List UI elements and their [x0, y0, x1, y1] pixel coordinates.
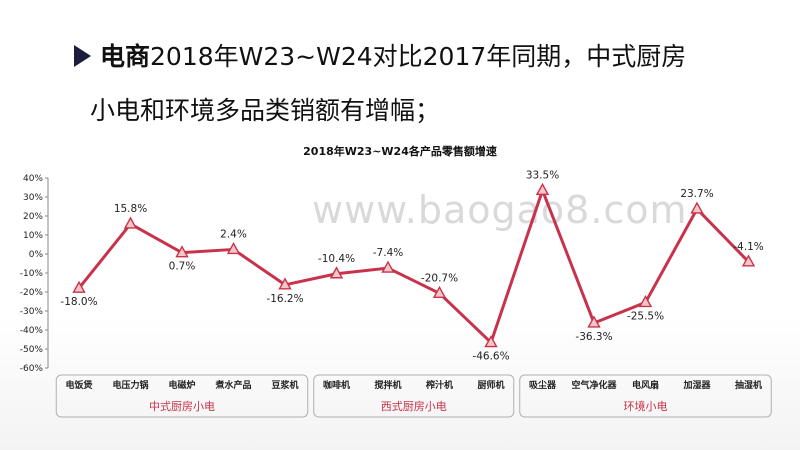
x-category-label: 电饭煲 — [65, 379, 93, 391]
x-category-label: 豆浆机 — [271, 379, 298, 391]
x-category-label: 咖啡机 — [323, 379, 350, 391]
data-point-marker — [432, 285, 447, 299]
category-group-label: 环境小电 — [624, 399, 668, 413]
data-label: -7.4% — [373, 247, 403, 259]
x-category-label: 榨汁机 — [425, 379, 453, 391]
category-group-label: 西式厨房小电 — [381, 400, 447, 413]
category-group-box — [313, 374, 515, 418]
y-tick-label: -20% — [20, 288, 44, 298]
slide-heading: 电商2018年W23~W24对比2017年同期，中式厨房 小电和环境多品类销额有… — [74, 30, 784, 138]
category-group-label: 中式厨房小电 — [149, 400, 215, 413]
y-tick-label: -60% — [20, 364, 44, 374]
data-point-marker — [123, 216, 138, 229]
y-tick-label: 10% — [23, 231, 43, 241]
data-label: -25.5% — [627, 310, 664, 322]
x-category-label: 煮水产品 — [214, 379, 251, 391]
data-label: 23.7% — [680, 188, 713, 200]
x-category-label: 电压力锅 — [112, 379, 148, 391]
data-label: -46.6% — [472, 351, 509, 363]
x-category-label: 电风扇 — [632, 379, 659, 391]
data-point-marker — [484, 335, 498, 348]
x-category-label: 搅拌机 — [374, 379, 401, 391]
data-point-marker — [690, 201, 704, 214]
data-label: -20.7% — [421, 272, 458, 284]
y-tick-label: -40% — [20, 326, 44, 336]
data-point-marker — [638, 294, 653, 308]
data-label: -36.3% — [575, 331, 612, 343]
y-tick-label: 0% — [29, 250, 44, 260]
data-label: 0.7% — [169, 261, 196, 273]
data-label: -16.2% — [266, 293, 303, 305]
x-category-label: 电磁炉 — [168, 379, 195, 391]
chart-title: 2018年W23~W24各产品零售额增速 — [303, 144, 497, 158]
data-label: -18.0% — [60, 296, 97, 308]
x-category-label: 加湿器 — [682, 379, 711, 391]
x-category-label: 厨师机 — [477, 379, 504, 391]
y-tick-label: -30% — [20, 307, 44, 317]
data-label: -10.4% — [318, 253, 355, 265]
data-point-marker — [535, 182, 550, 196]
data-label: 33.5% — [526, 169, 559, 181]
y-tick-label: -50% — [20, 345, 44, 355]
heading-bold-prefix: 电商 — [100, 42, 151, 71]
y-tick-label: 20% — [23, 212, 43, 222]
x-category-label: 空气净化器 — [571, 379, 617, 391]
data-point-marker — [587, 315, 601, 328]
data-label: 2.4% — [220, 228, 247, 240]
heading-line-1-text: 2018年W23~W24对比2017年同期，中式厨房 — [150, 42, 687, 71]
y-tick-label: -10% — [20, 269, 44, 279]
data-point-marker — [741, 254, 756, 267]
data-point-marker — [175, 245, 189, 258]
data-label: -4.1% — [733, 241, 763, 253]
data-point-marker — [72, 280, 86, 293]
triangle-bullet-icon — [74, 45, 91, 67]
category-group-box — [55, 374, 309, 418]
data-point-marker — [381, 260, 395, 273]
y-tick-label: 40% — [23, 174, 43, 184]
x-category-label: 吸尘器 — [529, 379, 557, 391]
data-point-marker — [226, 241, 241, 255]
heading-line-1: 电商2018年W23~W24对比2017年同期，中式厨房 — [84, 30, 784, 84]
category-group-box — [519, 374, 772, 418]
data-point-marker — [329, 266, 344, 279]
x-category-label: 抽湿机 — [735, 379, 762, 391]
watermark: www.baogao8.com — [312, 188, 688, 232]
heading-line-2: 小电和环境多品类销额有增幅； — [90, 96, 441, 125]
data-point-marker — [278, 277, 292, 290]
data-label: 15.8% — [114, 203, 147, 215]
series-line — [77, 188, 750, 345]
y-tick-label: 30% — [23, 193, 43, 203]
